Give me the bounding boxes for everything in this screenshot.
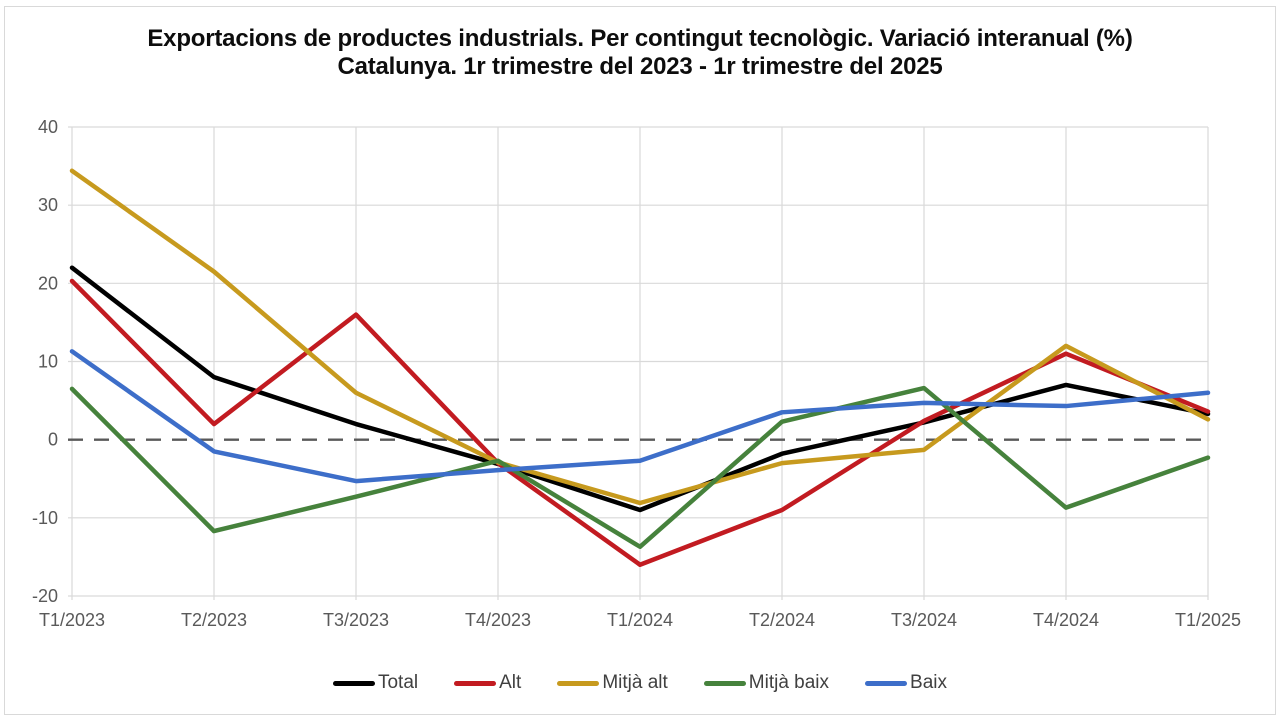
legend-label-total: Total	[377, 672, 419, 693]
y-tick-label: -10	[32, 508, 58, 528]
chart-title-line2: Catalunya. 1r trimestre del 2023 - 1r tr…	[337, 53, 943, 80]
x-tick-label: T1/2023	[39, 610, 105, 630]
legend-item-mitjà-baix: Mitjà baix	[703, 672, 830, 694]
y-tick-label: 30	[38, 195, 58, 215]
legend-item-baix: Baix	[865, 672, 947, 694]
x-tick-label: T1/2024	[607, 610, 673, 630]
legend-item-total: Total	[332, 672, 419, 694]
y-tick-label: -20	[32, 586, 58, 606]
legend-label-mitjà-alt: Mitjà alt	[602, 672, 668, 693]
series-line-baix	[69, 349, 1211, 484]
x-tick-label: T4/2023	[465, 610, 531, 630]
x-tick-label: T2/2024	[749, 610, 815, 630]
series-line-mitjà-baix	[69, 385, 1211, 550]
legend-item-alt: Alt	[454, 672, 521, 694]
x-tick-label: T1/2025	[1175, 610, 1241, 630]
legend-label-mitjà-baix: Mitjà baix	[748, 672, 830, 693]
series-line-alt	[69, 278, 1211, 567]
legend-label-baix: Baix	[910, 672, 947, 693]
y-tick-label: 0	[48, 430, 58, 450]
series-line-mitjà-alt	[69, 168, 1211, 506]
x-tick-label: T4/2024	[1033, 610, 1099, 630]
chart-legend: Total Alt Mitjà alt Mitjà baix Baix	[0, 670, 1280, 696]
legend-swatch-alt	[454, 680, 497, 686]
legend-item-mitjà-alt: Mitjà alt	[557, 672, 668, 694]
legend-label-alt: Alt	[499, 672, 522, 693]
chart-title-line1: Exportacions de productes industrials. P…	[147, 25, 1133, 52]
y-tick-label: 10	[38, 352, 58, 372]
chart-title: Exportacions de productes industrials. P…	[0, 25, 1280, 81]
legend-swatch-mitjà-baix	[703, 680, 746, 686]
x-tick-label: T3/2023	[323, 610, 389, 630]
x-tick-label: T2/2023	[181, 610, 247, 630]
legend-swatch-mitjà-alt	[557, 680, 600, 686]
legend-swatch-baix	[865, 680, 908, 686]
legend-swatch-total	[332, 680, 375, 686]
y-tick-label: 40	[38, 117, 58, 137]
x-tick-label: T3/2024	[891, 610, 957, 630]
series-line-total	[69, 265, 1211, 513]
y-tick-label: 20	[38, 273, 58, 293]
